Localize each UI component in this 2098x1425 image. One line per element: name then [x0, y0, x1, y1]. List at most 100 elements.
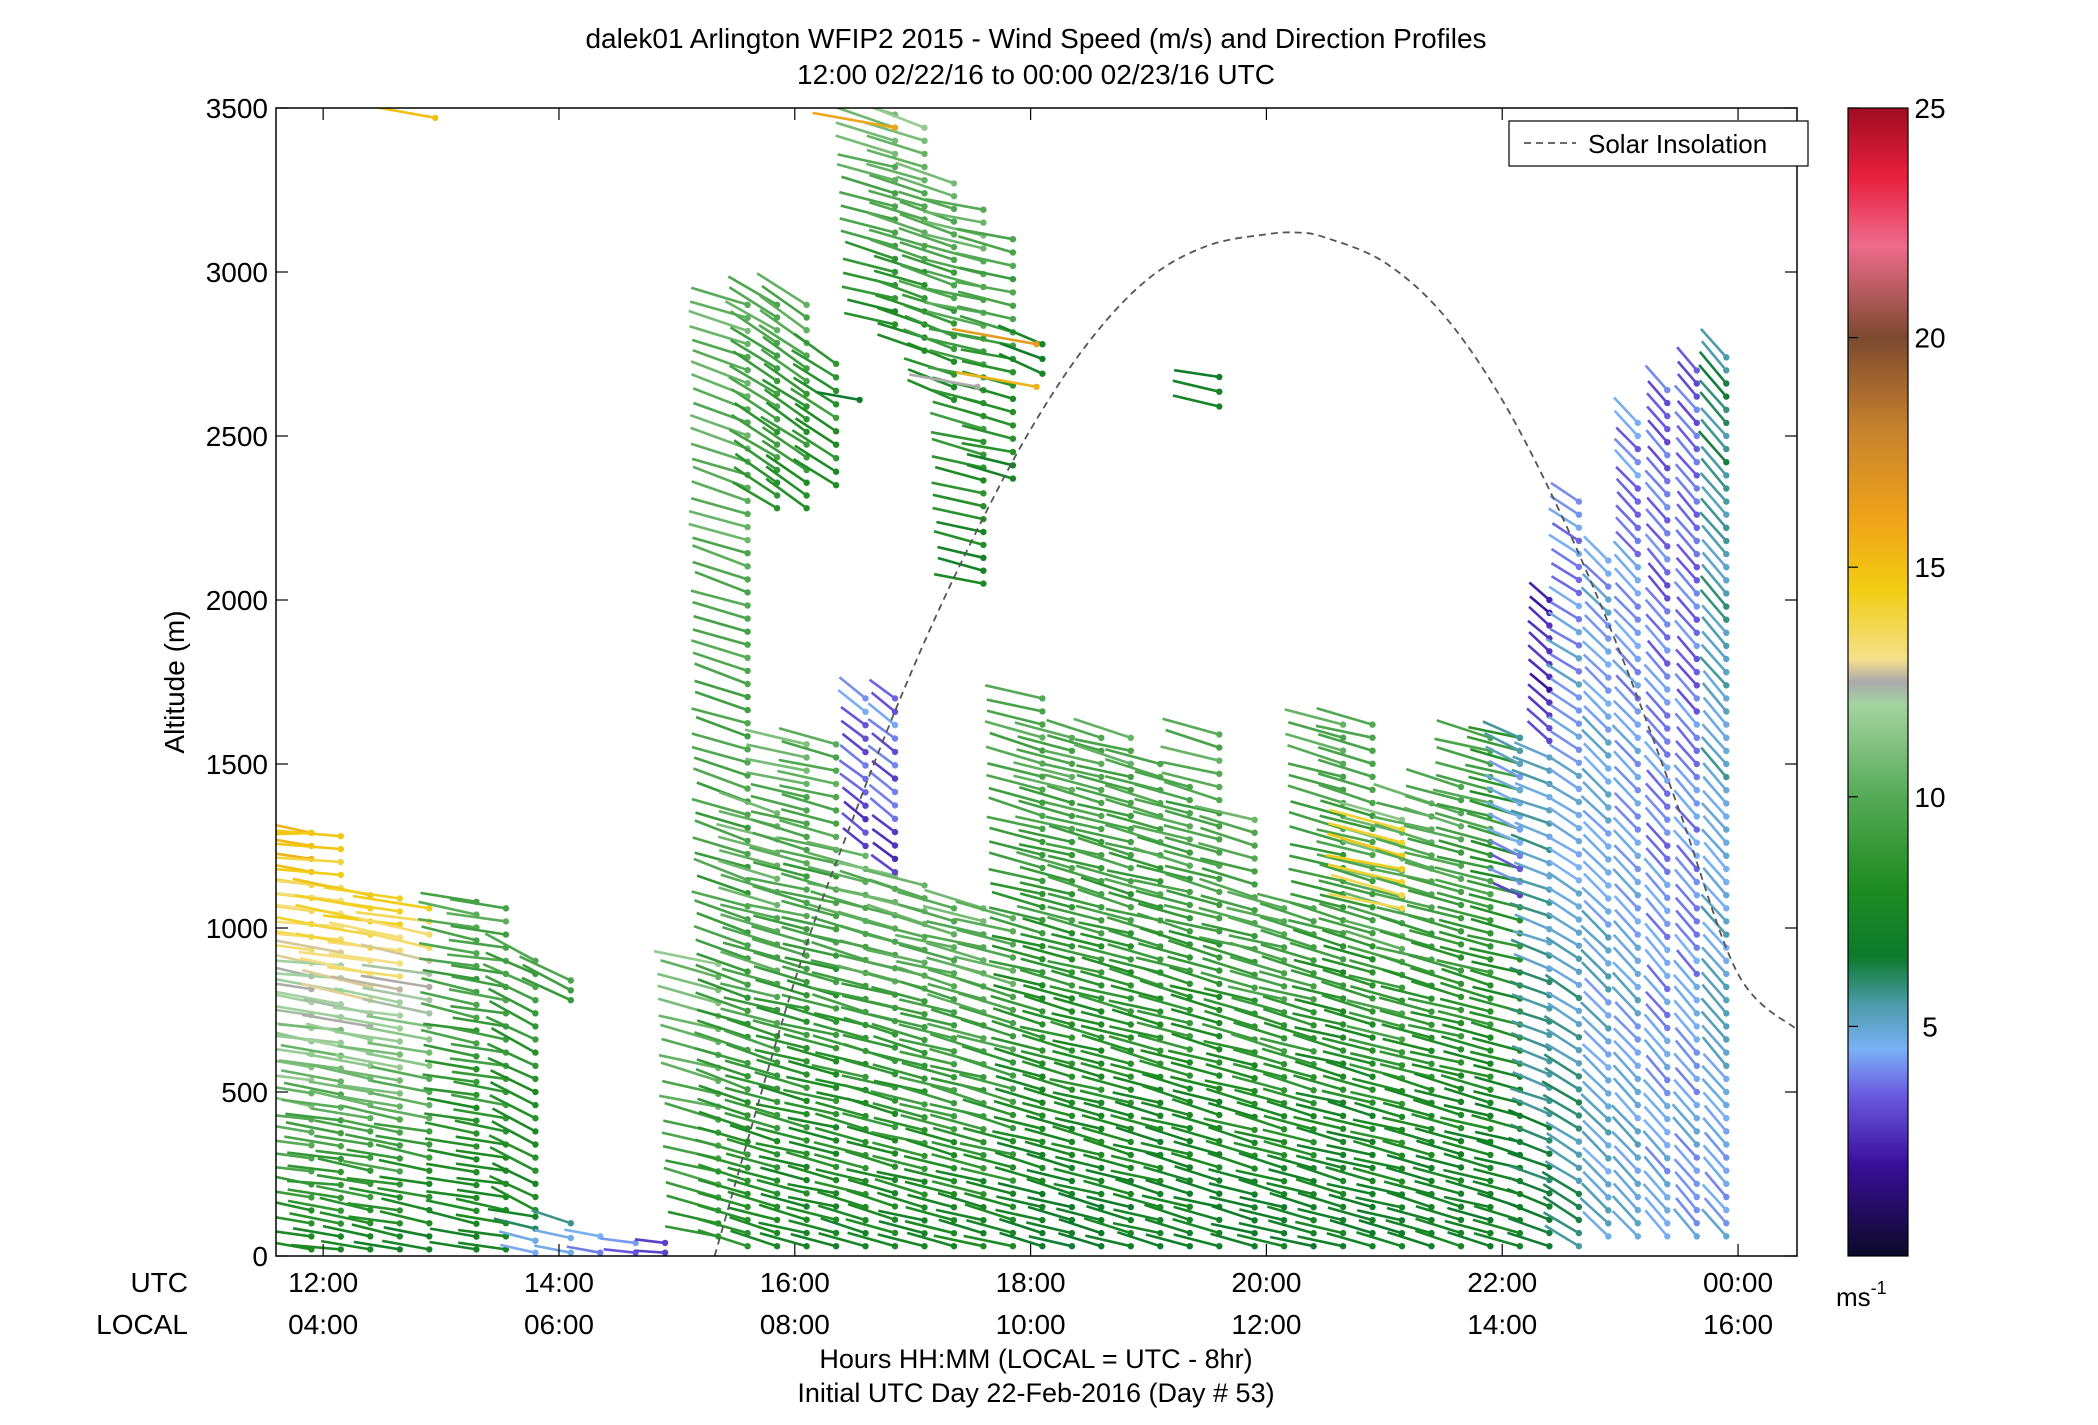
wind-barb-head	[1369, 917, 1376, 924]
wind-barb-head	[308, 1233, 315, 1240]
wind-barb-shaft	[491, 1162, 536, 1185]
wind-barb-head	[744, 1243, 751, 1250]
wind-barb	[695, 963, 751, 988]
wind-barb	[1052, 1039, 1105, 1054]
wind-barb-shaft	[276, 982, 312, 991]
wind-barb	[287, 1188, 344, 1202]
wind-barb-head	[1098, 1073, 1105, 1080]
wind-barb-head	[1039, 760, 1046, 767]
wind-barb-head	[1369, 1008, 1376, 1015]
wind-barb	[718, 886, 781, 909]
wind-barb	[760, 348, 810, 385]
wind-barb-shaft	[276, 1096, 312, 1108]
wind-barb-head	[891, 268, 899, 276]
wind-barb-head	[744, 563, 751, 570]
wind-barb-shaft	[758, 1221, 807, 1235]
wind-barb	[922, 904, 987, 925]
wind-barb-shaft	[870, 238, 925, 261]
wind-barb	[896, 960, 958, 977]
wind-barb	[521, 976, 574, 1004]
wind-barb-head	[1009, 1243, 1017, 1250]
wind-barb-shaft	[1053, 996, 1102, 1013]
wind-barb	[754, 1048, 810, 1065]
wind-barb-head	[1634, 1233, 1642, 1240]
wind-barb-shaft	[694, 1046, 748, 1065]
wind-barb-shaft	[923, 232, 984, 250]
wind-barb-shaft	[1019, 968, 1073, 987]
wind-barb	[718, 791, 781, 817]
wind-barb-head	[1039, 1229, 1046, 1237]
wind-barb-head	[1605, 986, 1612, 993]
wind-barb-shaft	[276, 993, 312, 1004]
wind-barb-head	[921, 1204, 928, 1211]
wind-barb-shaft	[723, 996, 778, 1012]
wind-barb-head	[1039, 1047, 1046, 1054]
wind-barb-head	[1369, 956, 1376, 963]
wind-barb-head	[1098, 1151, 1105, 1159]
wind-barb	[449, 897, 510, 912]
wind-barb	[964, 1191, 1017, 1211]
wind-barb-shaft	[996, 1141, 1043, 1157]
wind-barb-shaft	[866, 148, 925, 169]
wind-barb-head	[1457, 1243, 1465, 1250]
wind-barb-head	[1186, 836, 1194, 843]
wind-barb-head	[773, 1164, 781, 1171]
wind-barb-shaft	[833, 860, 896, 877]
wind-barb-shaft	[719, 903, 778, 920]
wind-barb	[379, 1175, 433, 1188]
wind-barb-shaft	[930, 1084, 984, 1105]
wind-barb-head	[1216, 744, 1223, 751]
wind-barb-head	[773, 1229, 781, 1237]
wind-barb-shaft	[278, 1059, 341, 1070]
wind-barb-head	[567, 987, 574, 994]
wind-barb-head	[1398, 1036, 1406, 1043]
wind-barb	[727, 1206, 781, 1224]
wind-barb-head	[1605, 1025, 1612, 1032]
wind-barb-head	[308, 1220, 315, 1227]
wind-barb-shaft	[695, 1067, 749, 1091]
wind-barb-shaft	[1024, 1140, 1073, 1157]
wind-barb-head	[832, 754, 840, 761]
wind-barb-head	[1039, 877, 1046, 885]
wind-barb	[991, 890, 1046, 911]
wind-barb-shaft	[991, 934, 1043, 948]
wind-barb-head	[1098, 956, 1105, 963]
wind-barb-shaft	[421, 925, 477, 942]
wind-barb-head	[426, 1115, 433, 1122]
wind-barb-shaft	[820, 1217, 866, 1235]
wind-barb-head	[803, 741, 810, 748]
wind-barb-shaft	[761, 378, 808, 408]
wind-barb	[352, 894, 433, 912]
wind-barb-shaft	[383, 1226, 430, 1238]
wind-barb-shaft	[846, 1189, 896, 1208]
wind-barb	[783, 1088, 840, 1105]
wind-barb-head	[1216, 1190, 1223, 1197]
wind-barb-shaft	[429, 1210, 477, 1225]
wind-barb	[285, 1121, 344, 1137]
wind-barb-head	[1369, 1243, 1376, 1250]
wind-barb	[1026, 1168, 1076, 1185]
wind-barb-head	[1251, 1243, 1258, 1250]
wind-barb	[794, 402, 840, 435]
wind-barb-shaft	[925, 197, 984, 211]
wind-barb-shaft	[281, 1098, 341, 1109]
wind-barb	[903, 1154, 958, 1172]
wind-barb	[534, 1244, 574, 1256]
wind-barb-shaft	[761, 439, 808, 472]
wind-barb-shaft	[778, 836, 837, 852]
wind-barb-head	[773, 1203, 781, 1211]
wind-barb-head	[1186, 915, 1194, 922]
wind-barb-head	[1216, 403, 1223, 410]
wind-barb-head	[1457, 1033, 1465, 1040]
wind-barb-shaft	[876, 1191, 925, 1209]
wind-barb-head	[1186, 1019, 1194, 1027]
wind-barb	[964, 1203, 1017, 1224]
wind-barb-head	[532, 1141, 539, 1148]
wind-barb-head	[950, 294, 958, 302]
wind-barb-head	[1457, 836, 1465, 843]
wind-barb-head	[744, 314, 751, 322]
wind-barb-head	[1127, 995, 1135, 1002]
wind-barb	[634, 1238, 669, 1247]
wind-barb-head	[396, 999, 403, 1006]
wind-barb	[989, 826, 1046, 846]
